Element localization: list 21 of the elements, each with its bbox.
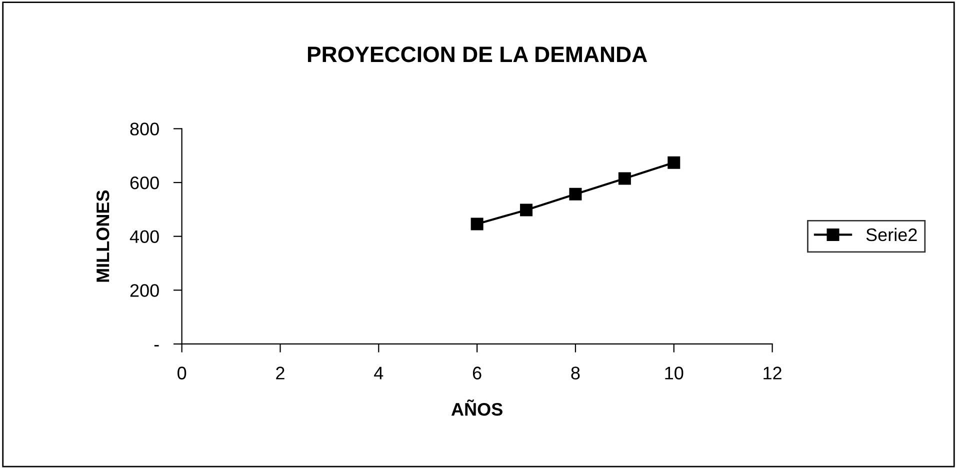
x-tick-label: 2 — [276, 366, 284, 380]
x-axis-title: AÑOS — [451, 399, 502, 416]
y-axis-title: MILLONES — [96, 190, 110, 282]
y-tick-label: 200 — [130, 284, 159, 297]
y-tick-label: - — [154, 345, 159, 346]
point — [618, 172, 631, 185]
y-tick-label: 600 — [130, 176, 159, 190]
point — [520, 204, 533, 216]
x-tick-label: 10 — [665, 366, 684, 380]
point — [470, 218, 484, 230]
x-tick-label: 4 — [374, 366, 384, 380]
point — [569, 188, 582, 200]
x-tick-label: 0 — [178, 366, 186, 380]
y-tick-label: 400 — [130, 230, 159, 244]
x-tick-label: 6 — [472, 366, 482, 380]
y-tick-label: 800 — [130, 122, 159, 136]
point — [668, 156, 680, 169]
x-tick-label: 8 — [571, 366, 580, 380]
chart-title: PROYECCION DE LA DEMANDA — [308, 46, 648, 62]
legend-label: Serie2 — [866, 228, 917, 242]
x-tick-label: 12 — [764, 366, 782, 380]
